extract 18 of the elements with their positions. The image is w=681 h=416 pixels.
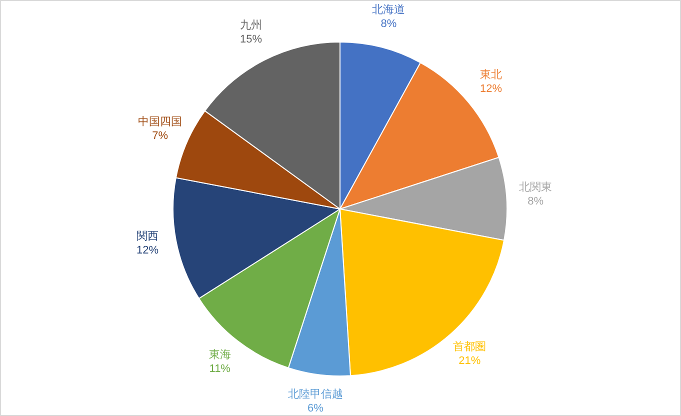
data-label: 21% bbox=[458, 355, 481, 368]
slice-label: 関西 bbox=[136, 230, 158, 243]
slice-label: 首都圏 bbox=[453, 340, 486, 354]
slice-label: 北関東 bbox=[519, 180, 552, 194]
data-label: 15% bbox=[240, 33, 262, 46]
slice-label: 東北 bbox=[480, 68, 502, 82]
data-label: 12% bbox=[136, 244, 159, 257]
slice-label: 東海 bbox=[208, 348, 231, 361]
data-label: 6% bbox=[307, 402, 324, 414]
data-label: 11% bbox=[209, 362, 231, 375]
data-label: 8% bbox=[528, 196, 544, 208]
slice-label: 九州 bbox=[240, 18, 262, 32]
slice-label: 北海道 bbox=[372, 3, 406, 16]
slice-label: 中国四国 bbox=[138, 115, 182, 128]
data-label: 8% bbox=[380, 18, 397, 30]
slice-label: 北陸甲信越 bbox=[288, 387, 343, 400]
data-label: 12% bbox=[480, 83, 502, 96]
data-label: 7% bbox=[152, 130, 168, 142]
